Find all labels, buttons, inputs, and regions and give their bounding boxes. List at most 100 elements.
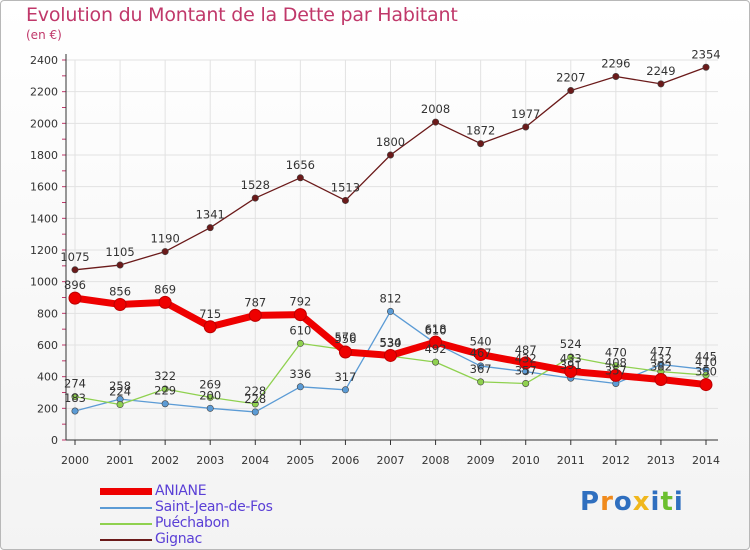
data-point-aniane [203, 320, 217, 334]
data-point-gignac [71, 266, 79, 274]
y-tick-label: 1600 [30, 181, 58, 194]
data-point-saint-jean-de-fos [386, 307, 394, 315]
legend-label-aniane: ANIANE [155, 483, 207, 499]
data-point-saint-jean-de-fos [477, 362, 485, 370]
data-point-aniane [699, 378, 713, 392]
data-point-pu-chabon [206, 393, 214, 401]
data-label-aniane: 487 [515, 343, 537, 357]
data-label-saint-jean-de-fos: 228 [244, 392, 266, 406]
data-point-aniane [384, 348, 397, 362]
chart-title: Evolution du Montant de la Dette par Hab… [26, 4, 458, 26]
data-label-gignac: 1656 [286, 158, 315, 172]
data-label-gignac: 1977 [511, 107, 540, 121]
legend-swatch-puechabon [100, 523, 152, 525]
data-label-gignac: 1528 [241, 178, 270, 192]
x-tick-label: 2010 [512, 454, 540, 467]
data-label-saint-jean-de-fos: 432 [515, 352, 537, 366]
logo-letter: i [673, 487, 684, 517]
y-tick-label: 1000 [30, 276, 58, 289]
x-tick-label: 2007 [377, 454, 405, 467]
x-tick-label: 2006 [331, 454, 359, 467]
data-label-aniane: 408 [605, 355, 627, 369]
data-label-pu-chabon: 524 [560, 337, 582, 351]
data-label-saint-jean-de-fos: 229 [154, 384, 176, 398]
legend-label-saint-jean-de-fos: Saint-Jean-de-Fos [155, 499, 273, 515]
data-label-gignac: 1105 [105, 245, 134, 259]
data-point-saint-jean-de-fos [341, 386, 349, 394]
data-point-pu-chabon [71, 393, 79, 401]
y-tick-label: 1800 [30, 149, 58, 162]
data-label-gignac: 2207 [556, 71, 585, 85]
data-point-pu-chabon [251, 400, 259, 408]
data-point-gignac [477, 140, 485, 148]
logo-letter: x [632, 487, 651, 517]
data-label-aniane: 715 [199, 307, 221, 321]
logo-letter: P [580, 487, 601, 517]
proxiti-logo: Proxiti [580, 487, 684, 517]
data-point-gignac [612, 72, 620, 80]
logo-letter: r [600, 487, 614, 517]
data-label-aniane: 787 [244, 295, 266, 309]
legend-swatch-aniane [100, 488, 152, 495]
y-tick-label: 2200 [30, 86, 58, 99]
legend-label-puechabon: Puéchabon [155, 515, 230, 531]
data-label-gignac: 2354 [691, 47, 720, 61]
data-point-gignac [296, 174, 304, 182]
legend-swatch-saint-jean-de-fos [100, 507, 152, 509]
data-point-aniane [519, 356, 533, 370]
x-tick-label: 2008 [422, 454, 450, 467]
logo-letter: i [650, 487, 661, 517]
data-point-aniane [564, 364, 578, 378]
data-point-aniane [338, 345, 352, 359]
x-tick-label: 2009 [467, 454, 495, 467]
data-label-saint-jean-de-fos: 258 [109, 379, 131, 393]
data-label-aniane: 534 [380, 335, 402, 349]
data-point-gignac [432, 118, 440, 126]
data-point-pu-chabon [116, 401, 124, 409]
data-label-pu-chabon: 530 [380, 336, 402, 350]
data-label-pu-chabon: 610 [289, 323, 311, 337]
data-point-gignac [657, 80, 665, 88]
x-tick-label: 2002 [151, 454, 179, 467]
data-label-saint-jean-de-fos: 812 [380, 291, 402, 305]
logo-letter: o [613, 487, 633, 517]
data-point-saint-jean-de-fos [251, 408, 259, 416]
data-label-pu-chabon: 492 [425, 342, 447, 356]
data-label-saint-jean-de-fos: 317 [334, 370, 356, 384]
data-point-saint-jean-de-fos [71, 407, 79, 415]
data-label-gignac: 1872 [466, 124, 495, 138]
data-label-gignac: 1190 [151, 232, 180, 246]
data-point-pu-chabon [567, 353, 575, 361]
data-label-aniane: 556 [334, 332, 356, 346]
data-point-pu-chabon [432, 358, 440, 366]
y-tick-label: 1400 [30, 212, 58, 225]
data-label-gignac: 1513 [331, 180, 360, 194]
x-tick-label: 2001 [106, 454, 134, 467]
data-point-aniane [474, 348, 488, 361]
x-tick-label: 2004 [241, 454, 269, 467]
data-point-pu-chabon [522, 379, 530, 387]
data-label-aniane: 792 [289, 295, 311, 309]
series-layer [68, 63, 713, 416]
x-tick-label: 2012 [602, 454, 630, 467]
data-point-pu-chabon [477, 378, 485, 386]
data-label-aniane: 869 [154, 282, 176, 296]
data-point-gignac [251, 194, 259, 202]
data-label-aniane: 350 [695, 365, 717, 379]
y-tick-label: 0 [51, 434, 58, 447]
x-tick-label: 2005 [286, 454, 314, 467]
data-label-gignac: 2296 [601, 56, 630, 70]
data-point-saint-jean-de-fos [206, 404, 214, 412]
data-label-aniane: 540 [470, 335, 492, 349]
data-label-pu-chabon: 432 [650, 352, 672, 366]
data-label-aniane: 856 [109, 284, 131, 298]
data-label-aniane: 618 [425, 322, 447, 336]
data-label-gignac: 2008 [421, 102, 450, 116]
data-point-saint-jean-de-fos [657, 360, 665, 368]
data-label-pu-chabon: 322 [154, 369, 176, 383]
data-label-pu-chabon: 357 [515, 363, 537, 377]
data-point-gignac [206, 224, 214, 232]
data-label-aniane: 896 [64, 278, 86, 292]
data-point-aniane [609, 368, 623, 382]
